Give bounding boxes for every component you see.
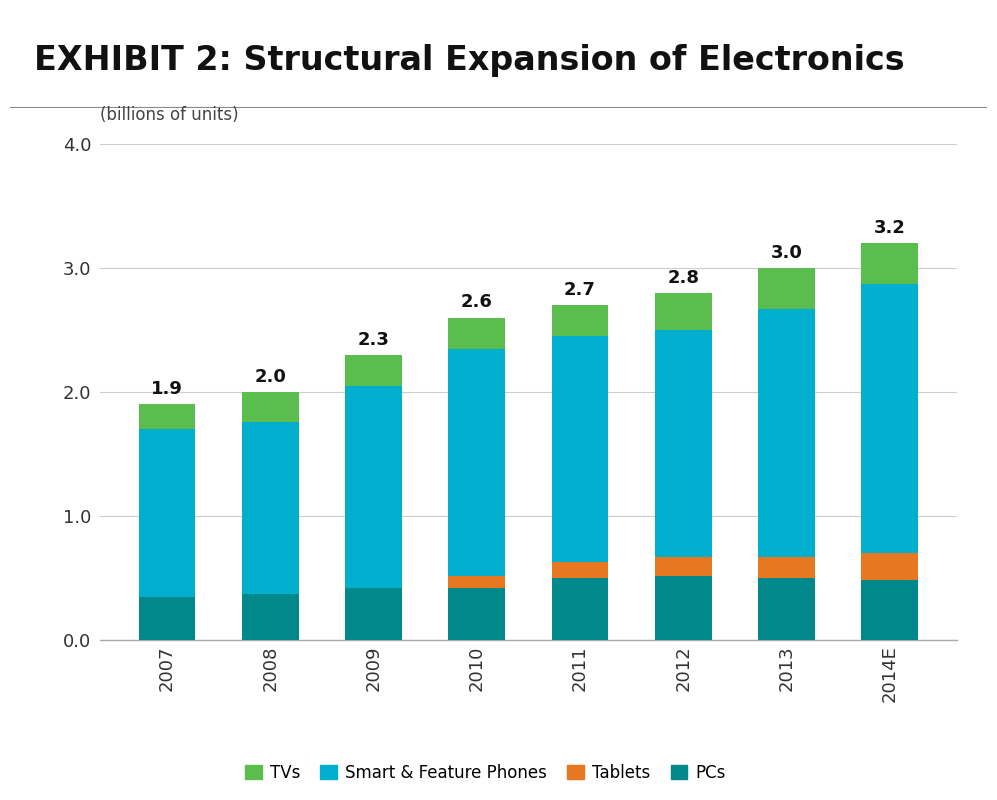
Bar — [551, 305, 608, 336]
Text: 1.9: 1.9 — [152, 380, 183, 398]
Bar — [449, 575, 505, 588]
Text: 2.7: 2.7 — [564, 281, 596, 299]
Bar — [242, 594, 299, 640]
Legend: TVs, Smart & Feature Phones, Tablets, PCs: TVs, Smart & Feature Phones, Tablets, PC… — [238, 758, 733, 789]
Bar — [345, 588, 402, 640]
Bar — [551, 578, 608, 640]
Bar — [655, 575, 712, 640]
Bar — [551, 336, 608, 562]
Bar — [139, 597, 195, 640]
Text: EXHIBIT 2: Structural Expansion of Electronics: EXHIBIT 2: Structural Expansion of Elect… — [34, 44, 905, 77]
Bar — [242, 392, 299, 422]
Bar — [861, 284, 918, 554]
Bar — [655, 293, 712, 330]
Bar — [655, 557, 712, 575]
Bar — [345, 386, 402, 588]
Bar — [655, 330, 712, 557]
Text: 3.2: 3.2 — [873, 219, 905, 237]
Bar — [551, 562, 608, 578]
Bar — [861, 554, 918, 581]
Text: 2.8: 2.8 — [667, 269, 699, 286]
Text: 3.0: 3.0 — [771, 244, 803, 262]
Bar — [449, 588, 505, 640]
Bar — [758, 557, 815, 578]
Text: (billions of units): (billions of units) — [100, 106, 238, 124]
Text: 2.6: 2.6 — [461, 294, 493, 311]
Bar — [242, 422, 299, 594]
Text: 2.0: 2.0 — [254, 368, 286, 386]
Bar — [449, 349, 505, 575]
Bar — [345, 355, 402, 386]
Bar — [861, 243, 918, 284]
Bar — [758, 578, 815, 640]
Bar — [139, 429, 195, 597]
Bar — [758, 268, 815, 309]
Text: 2.3: 2.3 — [358, 330, 390, 349]
Bar — [861, 581, 918, 640]
Bar — [758, 309, 815, 557]
Bar — [449, 318, 505, 349]
Bar — [139, 404, 195, 429]
